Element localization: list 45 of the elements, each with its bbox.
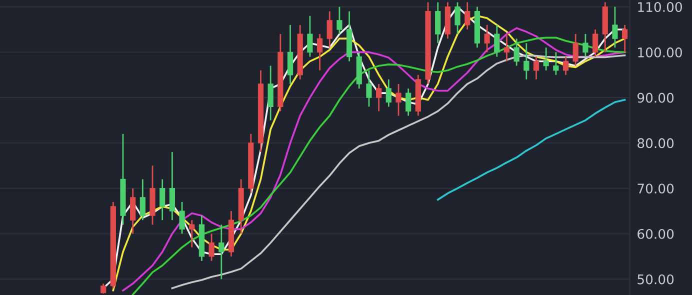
candlestick	[406, 88, 412, 116]
candlestick	[100, 282, 106, 294]
candlestick	[533, 56, 540, 80]
candlestick	[396, 83, 402, 116]
candlestick	[376, 83, 382, 112]
candlestick	[169, 151, 175, 221]
candlestick	[435, 2, 441, 44]
candlestick	[160, 178, 166, 221]
candlestick	[326, 10, 332, 48]
candlestick	[504, 33, 510, 62]
candlestick	[592, 28, 598, 58]
candlestick	[562, 56, 569, 76]
candlestick	[208, 233, 214, 262]
candlestick	[543, 46, 549, 72]
candlestick	[287, 24, 294, 85]
candlestick	[622, 24, 628, 53]
candlestick	[316, 33, 323, 72]
y-tick-label: 100.00	[638, 47, 682, 58]
y-tick-label: 80.00	[638, 138, 674, 148]
candlestick	[218, 224, 224, 280]
candlestick	[336, 6, 342, 35]
candlestick	[366, 70, 372, 108]
candlestick	[514, 38, 520, 67]
y-tick-label: 110.00	[638, 2, 682, 12]
candlestick	[524, 42, 530, 80]
line-series	[436, 98, 626, 201]
candlestick	[582, 33, 588, 58]
candlestick	[454, 2, 460, 35]
candlestick	[484, 24, 490, 53]
candlestick	[307, 15, 313, 58]
y-tick-label: 70.00	[638, 184, 674, 194]
candlestick	[179, 201, 185, 234]
y-tick-label: 50.00	[638, 274, 674, 284]
candlestick	[464, 2, 470, 30]
candlestick	[268, 65, 274, 121]
candlestick	[572, 33, 578, 67]
y-tick-label: 60.00	[638, 228, 674, 239]
candlestick	[386, 78, 392, 108]
candlestick	[140, 178, 146, 221]
candlestick	[553, 51, 559, 76]
candlestick	[612, 6, 618, 48]
y-tick-label: 90.00	[637, 92, 674, 103]
candlestick	[494, 24, 500, 58]
candlestick	[189, 219, 195, 248]
candlestick	[130, 188, 136, 234]
